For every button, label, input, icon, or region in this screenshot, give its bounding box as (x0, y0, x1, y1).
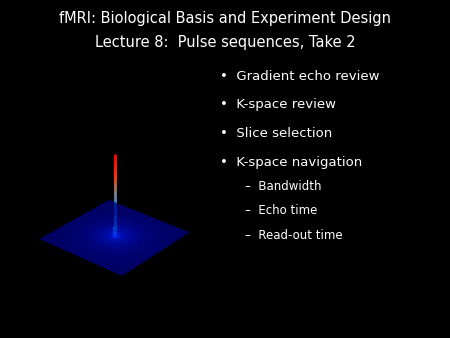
Text: •  K-space review: • K-space review (220, 98, 337, 111)
Text: fMRI: Biological Basis and Experiment Design: fMRI: Biological Basis and Experiment De… (59, 11, 391, 26)
Text: –  Bandwidth: – Bandwidth (245, 180, 322, 193)
Text: •  Gradient echo review: • Gradient echo review (220, 70, 380, 82)
Text: Lecture 8:  Pulse sequences, Take 2: Lecture 8: Pulse sequences, Take 2 (94, 35, 356, 50)
Text: •  Slice selection: • Slice selection (220, 127, 333, 140)
Text: –  Echo time: – Echo time (245, 204, 318, 217)
Text: –  Read-out time: – Read-out time (245, 229, 343, 242)
Text: •  K-space navigation: • K-space navigation (220, 156, 363, 169)
